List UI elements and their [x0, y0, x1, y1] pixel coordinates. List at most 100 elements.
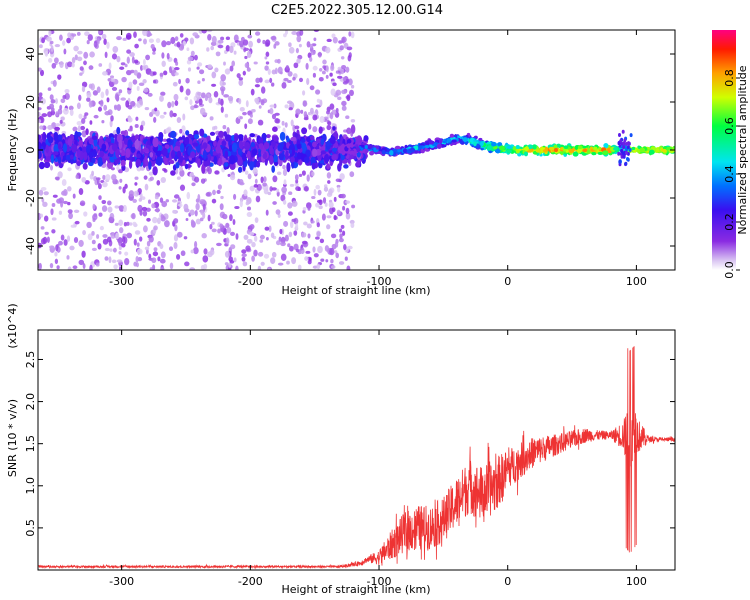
spectrum-speck	[269, 107, 274, 115]
spectrum-speck	[116, 36, 122, 41]
spectrum-speck	[53, 57, 59, 64]
spectrum-ridge-cell	[598, 146, 602, 151]
spectrum-speck	[202, 203, 206, 211]
spectrum-cell	[288, 149, 293, 154]
spectrum-speck	[101, 33, 107, 40]
spectrum-speck	[96, 177, 100, 185]
spectrum-speck	[195, 202, 200, 211]
spectrum-speck	[176, 176, 181, 180]
spectrum-cell	[270, 140, 276, 148]
spectrum-speck	[201, 78, 205, 82]
spectrum-speck	[205, 192, 211, 197]
spectrum-cell	[329, 136, 336, 145]
spectrum-speck	[97, 106, 103, 112]
spectrum-speck	[200, 92, 206, 99]
spectrum-speck	[257, 119, 264, 126]
spectrum-speck	[338, 237, 344, 243]
snr-frame	[37, 329, 676, 571]
spectrum-cell	[38, 141, 42, 150]
x-tick-label: -200	[238, 275, 263, 288]
spectrum-speck	[225, 36, 231, 41]
spectrum-cell	[290, 136, 297, 142]
spectrum-speck	[284, 104, 289, 109]
spectrum-speck	[109, 120, 113, 128]
spectrum-cell	[201, 164, 206, 174]
spectrum-speck	[350, 84, 355, 89]
spectrum-speck	[133, 69, 138, 76]
spectrum-cell	[231, 142, 238, 153]
spectrum-speck	[350, 119, 356, 123]
spectrum-speck	[214, 170, 220, 175]
spectrum-speck	[197, 91, 202, 96]
spectrum-speck	[335, 178, 341, 183]
spectrum-speck	[251, 241, 256, 248]
spectrum-speck	[346, 94, 351, 102]
spectrum-speck	[132, 79, 138, 85]
spectrum-ridge-cell	[572, 151, 579, 157]
spectrum-cell	[164, 144, 170, 150]
spectrum-speck	[142, 225, 148, 233]
spectrum-speck	[285, 65, 290, 71]
spectrum-speck	[211, 35, 217, 44]
spectrum-speck	[189, 172, 194, 177]
spectrum-speck	[76, 102, 81, 110]
spectrum-cell	[296, 143, 302, 150]
spectrum-speck	[309, 43, 314, 49]
spectrum-speck	[183, 203, 189, 211]
spectrum-speck	[163, 111, 167, 115]
spectrum-speck	[264, 226, 270, 231]
spectrum-cell	[320, 138, 325, 146]
spectrum-speck	[286, 260, 290, 265]
spectrum-ridge-cell	[568, 148, 575, 154]
spectrum-cell	[266, 134, 271, 139]
spectrum-speck	[350, 222, 355, 229]
spectrum-speck	[179, 166, 183, 172]
spectrum-ridge-cell	[364, 149, 369, 153]
spectrum-speck	[136, 86, 140, 91]
spectrum-speck	[57, 74, 62, 80]
spectrum-ridge-cell	[590, 148, 595, 152]
spectrum-speck	[114, 222, 119, 226]
spectrum-speck	[242, 111, 247, 116]
spectrum-speck	[271, 113, 277, 120]
spectrum-ridge-cell	[424, 144, 430, 149]
spectrum-speck	[243, 47, 250, 52]
spectrum-speck	[328, 201, 334, 209]
spectrum-speck	[247, 118, 253, 125]
spectrum-cell	[627, 141, 631, 146]
spectrum-speck	[270, 232, 275, 239]
spectrum-speck	[259, 234, 265, 240]
spectrum-speck	[129, 69, 135, 74]
spectrum-cell	[116, 126, 121, 135]
spectrum-speck	[73, 45, 79, 52]
spectrum-speck	[172, 112, 177, 117]
spectrum-speck	[325, 46, 331, 54]
spectrum-speck	[335, 89, 342, 96]
spectrum-speck	[107, 200, 112, 206]
spectrum-speck	[224, 113, 229, 118]
spectrum-speck	[113, 264, 118, 270]
spectrum-speck	[129, 222, 133, 226]
spectrum-speck	[320, 258, 325, 262]
spectrum-ridge-cell	[582, 148, 588, 153]
spectrum-speck	[255, 195, 261, 203]
spectrum-speck	[289, 221, 294, 229]
spectrum-cell	[273, 153, 278, 164]
spectrum-speck	[43, 215, 49, 222]
spectrum-ridge-cell	[497, 142, 503, 147]
spectrum-speck	[118, 219, 124, 226]
spectrum-speck	[145, 54, 151, 61]
spectrum-speck	[171, 100, 175, 108]
spectrum-ridge-cell	[524, 146, 529, 152]
spectrum-cell	[115, 148, 120, 159]
spectrum-cell	[250, 141, 255, 148]
spectrum-speck	[129, 52, 135, 57]
spectrum-speck	[184, 96, 189, 101]
spectrum-cell	[237, 166, 243, 173]
spectrum-speck	[49, 165, 54, 171]
spectrum-speck	[269, 77, 273, 84]
spectrum-cell	[89, 137, 94, 144]
spectrum-speck	[265, 51, 270, 57]
spectrum-speck	[124, 257, 130, 266]
spectrum-speck	[154, 107, 158, 112]
